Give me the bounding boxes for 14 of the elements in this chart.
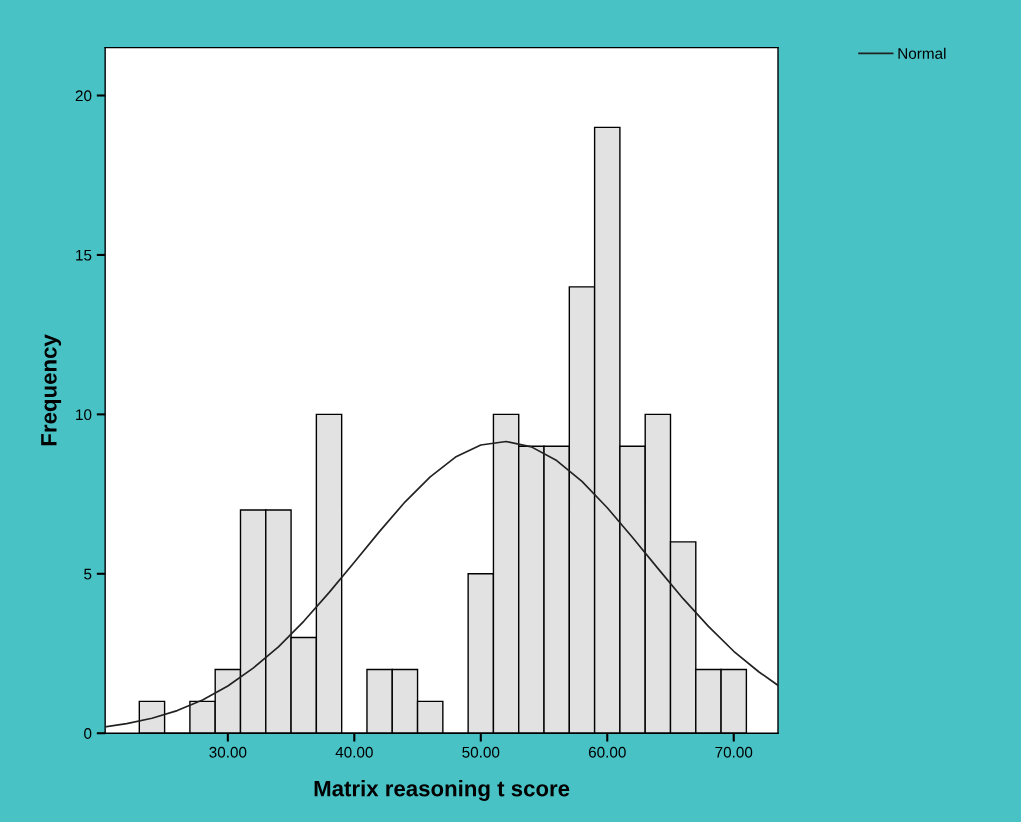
y-tick-label: 0 bbox=[84, 728, 92, 739]
x-tick-label: 40.00 bbox=[335, 746, 373, 758]
x-tick-label: 30.00 bbox=[209, 746, 247, 758]
x-tick-label: 70.00 bbox=[715, 746, 753, 758]
x-axis-title: Matrix reasoning t score bbox=[314, 780, 570, 801]
x-tick-label: 50.00 bbox=[462, 746, 500, 758]
line-series bbox=[105, 440, 778, 728]
y-axis-title: Frequency bbox=[41, 334, 62, 446]
x-tick-label: 60.00 bbox=[588, 746, 626, 758]
y-tick-label: 20 bbox=[75, 90, 92, 102]
legend-label: Normal bbox=[898, 47, 946, 59]
y-tick-label: 5 bbox=[84, 568, 92, 580]
y-tick-label: 15 bbox=[76, 249, 92, 261]
y-tick-label: 10 bbox=[76, 409, 92, 421]
